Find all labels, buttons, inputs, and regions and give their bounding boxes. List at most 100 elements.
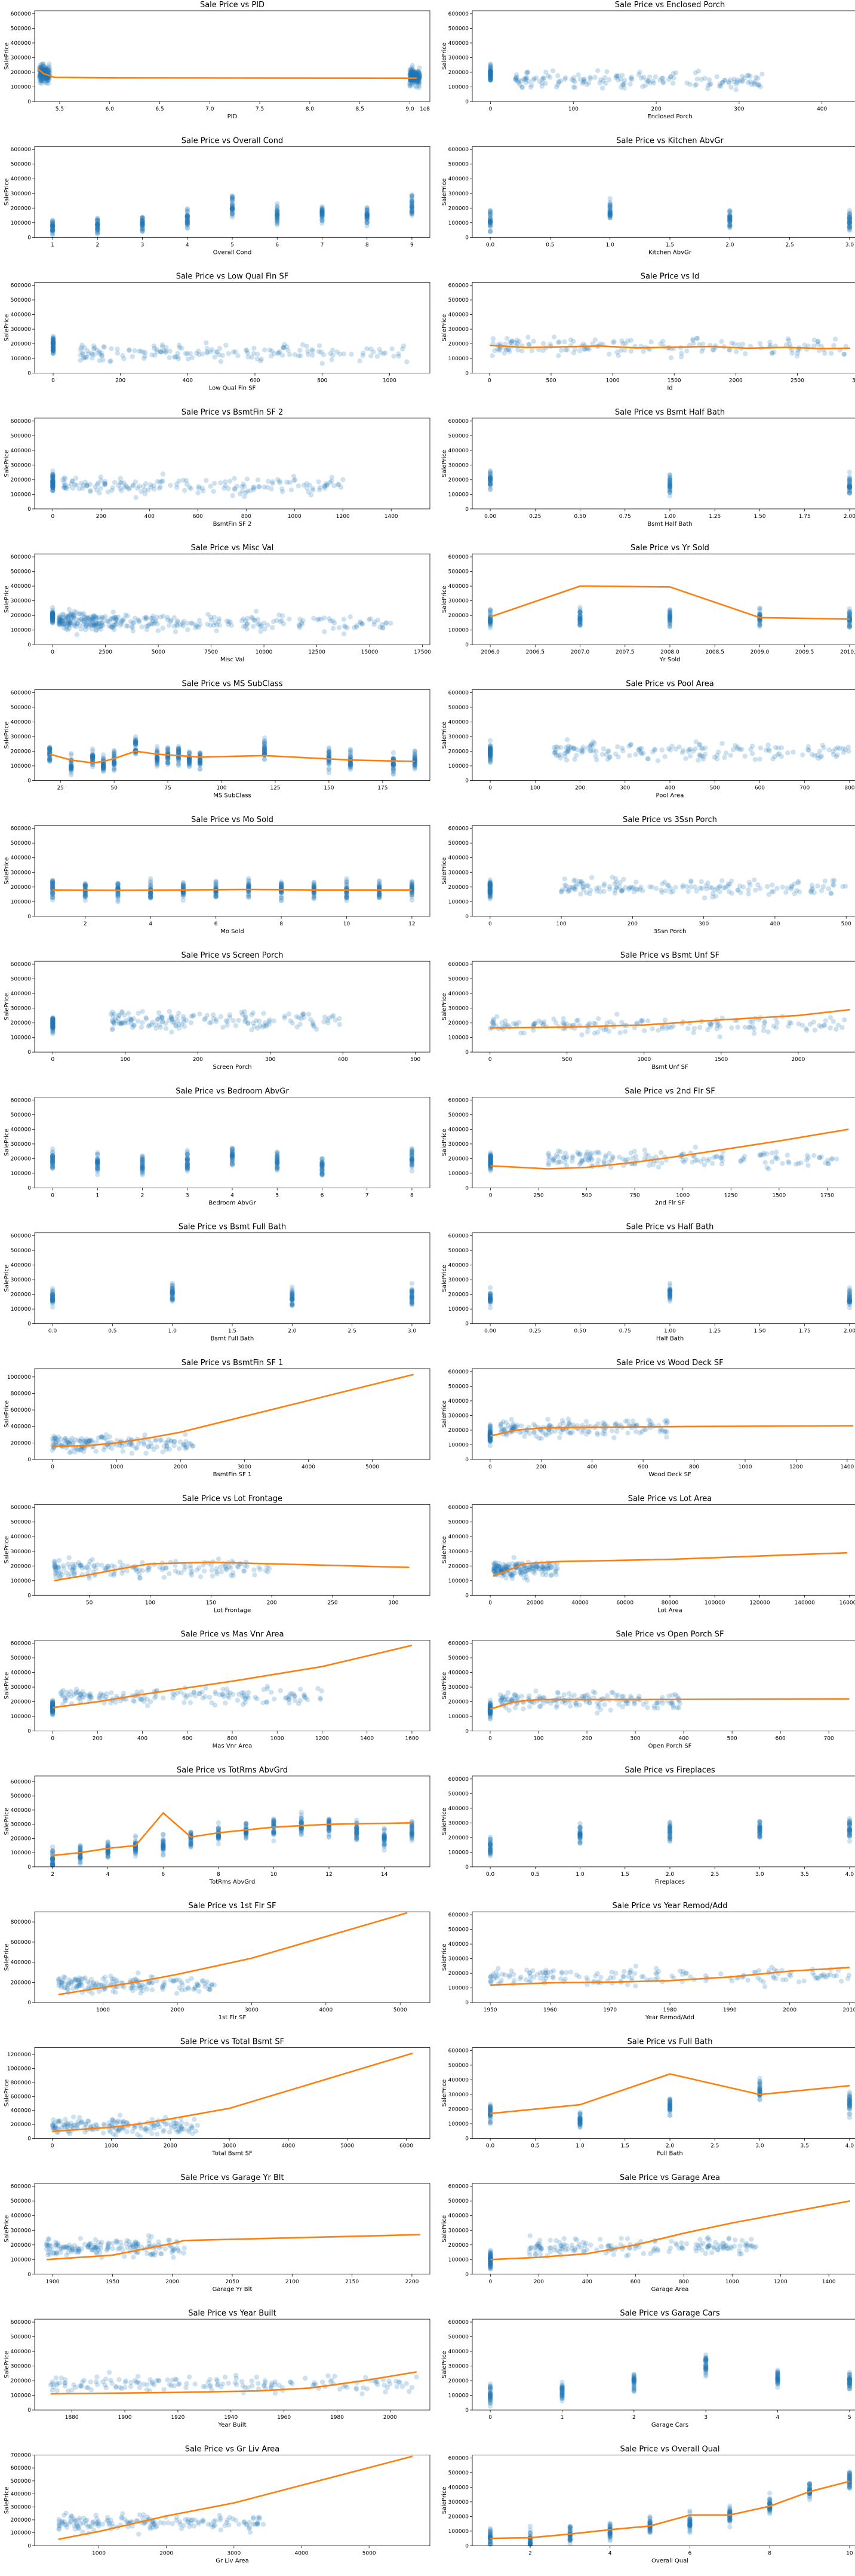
x-tick-label: 2010.0 [840,649,855,655]
data-point [558,348,564,353]
data-point [226,486,231,492]
data-point [64,624,70,630]
x-tick-label: 2007.5 [616,649,635,655]
y-axis-label: SalePrice [441,993,448,1020]
data-point [148,894,153,900]
data-point [525,335,531,340]
x-tick-label: 200 [115,378,125,384]
data-point [487,486,493,492]
data-point [789,351,795,356]
data-point [742,75,748,81]
data-point [38,72,43,78]
data-point [37,74,42,80]
data-point [662,1017,668,1023]
data-point [95,218,100,223]
x-tick-label: 175 [377,786,387,792]
data-point [622,81,627,86]
data-point [668,74,673,79]
data-point [90,749,96,754]
data-point [45,78,51,83]
data-point [639,746,644,752]
data-point [246,894,251,900]
data-point [211,1016,217,1022]
data-point [767,748,772,754]
y-tick-label: 100000 [448,899,469,905]
data-point [416,75,422,81]
data-point [196,618,202,623]
data-point [38,75,43,80]
x-tick-label: 50 [110,786,118,792]
data-point [146,1023,152,1029]
y-tick-label: 400000 [448,176,469,182]
data-point [43,67,48,72]
data-point [840,884,845,890]
data-point [99,622,104,628]
x-tick-label: 8 [365,242,369,248]
y-tick-label: 300000 [448,734,469,740]
data-point [341,617,346,622]
data-point [619,1020,625,1025]
y-tick-label: 500000 [11,162,32,168]
data-point [627,753,632,759]
data-point [127,347,132,352]
data-point [184,225,190,231]
data-point [607,200,613,205]
x-tick-label: 1000 [606,378,620,384]
data-point [41,74,47,80]
data-point [555,73,561,78]
subplot: Sale Price vs Misc Val010000020000030000… [4,544,431,663]
data-point [50,335,56,341]
data-point [184,351,190,357]
y-tick-label: 400000 [11,719,32,725]
data-point [413,83,418,89]
x-tick-label: 1500 [714,1057,728,1063]
data-point [143,1016,149,1022]
y-tick-label: 0 [465,99,469,105]
y-tick-label: 100000 [448,356,469,362]
y-tick-label: 600000 [11,283,32,289]
x-tick-label: 400 [817,106,827,112]
data-point [513,1021,519,1026]
data-point [847,619,853,625]
data-point [416,75,422,81]
subplot: Sale Price vs 2nd Flr SF0100000200000300… [441,1087,855,1206]
data-point [558,78,564,84]
data-point [160,478,165,483]
data-point [133,741,139,747]
data-point [103,614,108,620]
x-tick-label: 200 [628,921,638,927]
data-point [723,750,729,756]
data-point [319,220,325,226]
y-tick-label: 400000 [448,991,469,997]
subplot: Sale Price vs Id010000020000030000040000… [441,272,855,392]
data-point [757,756,762,762]
x-tick-label: 3000 [852,378,855,384]
data-point [390,771,396,777]
data-point [411,69,417,75]
data-point [322,615,327,621]
y-axis-label: SalePrice [4,993,10,1020]
data-point [562,339,567,345]
y-tick-label: 400000 [448,584,469,590]
data-point [266,1019,272,1025]
data-point [592,337,598,343]
x-axis-label: Overall Cond [213,249,252,256]
data-point [41,61,46,67]
data-point [612,890,618,896]
y-tick-label: 300000 [11,599,32,605]
data-point [524,75,529,81]
y-tick-label: 300000 [448,599,469,605]
data-point [735,77,740,83]
x-tick-label: 2500 [791,378,804,384]
data-point [509,340,514,345]
x-tick-label: 0.5 [546,242,554,248]
data-point [832,336,838,342]
y-tick-label: 400000 [11,312,32,318]
chart-title: Sale Price vs Kitchen AbvGr [616,136,724,145]
data-point [287,480,293,485]
data-point [275,210,280,216]
x-offset-label: 1e8 [420,106,430,112]
data-point [155,479,160,484]
x-tick-label: 5.5 [56,106,64,112]
x-tick-label: 100 [530,786,540,792]
